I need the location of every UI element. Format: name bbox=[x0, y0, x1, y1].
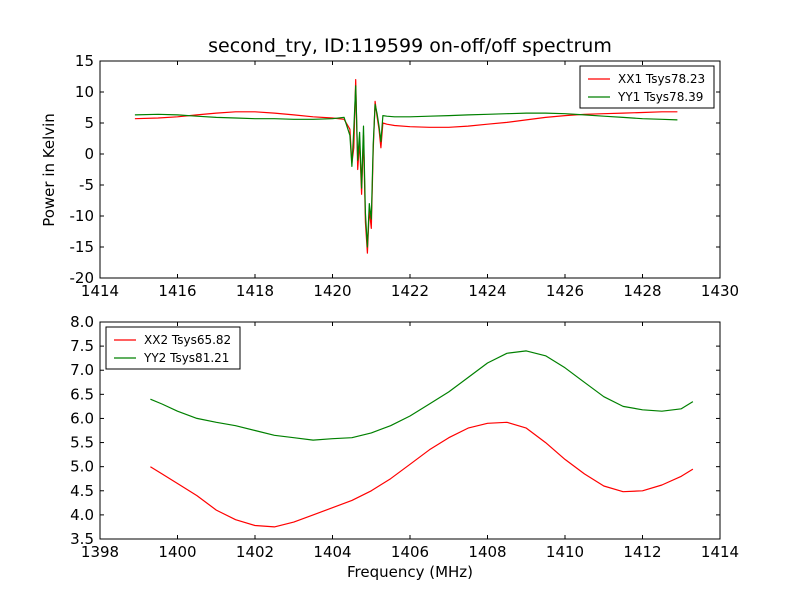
bottom-axes-frame bbox=[99, 321, 721, 540]
bottom-y-tick-label: 8.0 bbox=[70, 313, 94, 331]
bottom-x-tick-label: 1402 bbox=[236, 543, 274, 561]
bottom-chart-panel: 1398 1400 1402 1404 1406 1408 1410 1412 1414 3.5 4… bbox=[70, 313, 739, 581]
top-ticks: 1414 1416 1418 1420 1422 1424 1426 1428 1430 -20 -… bbox=[70, 52, 740, 300]
bottom-x-tick-label: 1400 bbox=[158, 543, 196, 561]
bottom-y-tick-label: 7.5 bbox=[70, 337, 94, 355]
top-y-axis-label: Power in Kelvin bbox=[40, 113, 58, 227]
bottom-x-axis-label: Frequency (MHz) bbox=[347, 563, 473, 581]
bottom-y-tick-label: 4.0 bbox=[70, 506, 94, 524]
bottom-legend-label-1: XX2 Tsys65.82 bbox=[144, 333, 231, 347]
bottom-x-tick-label: 1408 bbox=[468, 543, 506, 561]
top-x-tick-label: 1430 bbox=[701, 282, 739, 300]
top-legend: XX1 Tsys78.23 YY1 Tsys78.39 bbox=[579, 65, 715, 109]
top-legend-box bbox=[579, 65, 715, 109]
bottom-x-tick-label: 1398 bbox=[81, 543, 119, 561]
top-series-1-line bbox=[134, 78, 678, 254]
top-series-lines bbox=[134, 78, 678, 254]
bottom-legend-box bbox=[105, 326, 241, 370]
bottom-y-tick-label: 7.0 bbox=[70, 361, 94, 379]
top-legend-label-2: YY1 Tsys78.39 bbox=[617, 90, 703, 104]
bottom-series-2-line bbox=[150, 350, 694, 441]
bottom-y-tick-label: 4.5 bbox=[70, 482, 94, 500]
bottom-y-tick-label: 6.5 bbox=[70, 385, 94, 403]
top-y-tick-label: 15 bbox=[75, 52, 94, 70]
top-x-tick-label: 1414 bbox=[81, 282, 119, 300]
top-y-tick-label: 0 bbox=[84, 145, 94, 163]
bottom-y-tick-label: 3.5 bbox=[70, 530, 94, 548]
bottom-x-tick-label: 1414 bbox=[701, 543, 739, 561]
top-x-tick-label: 1426 bbox=[546, 282, 584, 300]
top-series-2-line bbox=[134, 85, 678, 248]
bottom-legend-label-2: YY2 Tsys81.21 bbox=[143, 351, 229, 365]
bottom-y-tick-label: 6.0 bbox=[70, 409, 94, 427]
top-y-tick-label: 10 bbox=[75, 83, 94, 101]
bottom-y-tick-label: 5.5 bbox=[70, 434, 94, 452]
top-y-tick-label: 5 bbox=[84, 114, 94, 132]
top-x-tick-label: 1428 bbox=[623, 282, 661, 300]
top-x-tick-label: 1420 bbox=[313, 282, 351, 300]
bottom-series-1-line bbox=[150, 421, 694, 528]
top-x-tick-label: 1422 bbox=[391, 282, 429, 300]
bottom-x-tick-label: 1410 bbox=[546, 543, 584, 561]
top-y-tick-label: -5 bbox=[79, 176, 94, 194]
top-y-tick-label: -10 bbox=[70, 207, 95, 225]
top-x-tick-label: 1424 bbox=[468, 282, 506, 300]
bottom-x-tick-label: 1412 bbox=[623, 543, 661, 561]
bottom-y-tick-label: 5.0 bbox=[70, 458, 94, 476]
bottom-x-tick-label: 1404 bbox=[313, 543, 351, 561]
bottom-legend: XX2 Tsys65.82 YY2 Tsys81.21 bbox=[105, 326, 241, 370]
top-x-tick-label: 1416 bbox=[158, 282, 196, 300]
top-y-tick-label: -15 bbox=[70, 238, 95, 256]
bottom-ticks: 1398 1400 1402 1404 1406 1408 1410 1412 1414 3.5 4… bbox=[70, 313, 739, 561]
top-x-tick-label: 1418 bbox=[236, 282, 274, 300]
bottom-x-tick-label: 1406 bbox=[391, 543, 429, 561]
top-axes-frame bbox=[99, 60, 721, 279]
top-chart-panel: 1414 1416 1418 1420 1422 1424 1426 1428 1430 -20 -… bbox=[40, 52, 739, 300]
top-y-tick-label: -20 bbox=[70, 269, 95, 287]
bottom-series-lines bbox=[150, 350, 694, 528]
chart-title: second_try, ID:119599 on-off/off spectru… bbox=[208, 35, 612, 57]
top-legend-label-1: XX1 Tsys78.23 bbox=[618, 72, 705, 86]
